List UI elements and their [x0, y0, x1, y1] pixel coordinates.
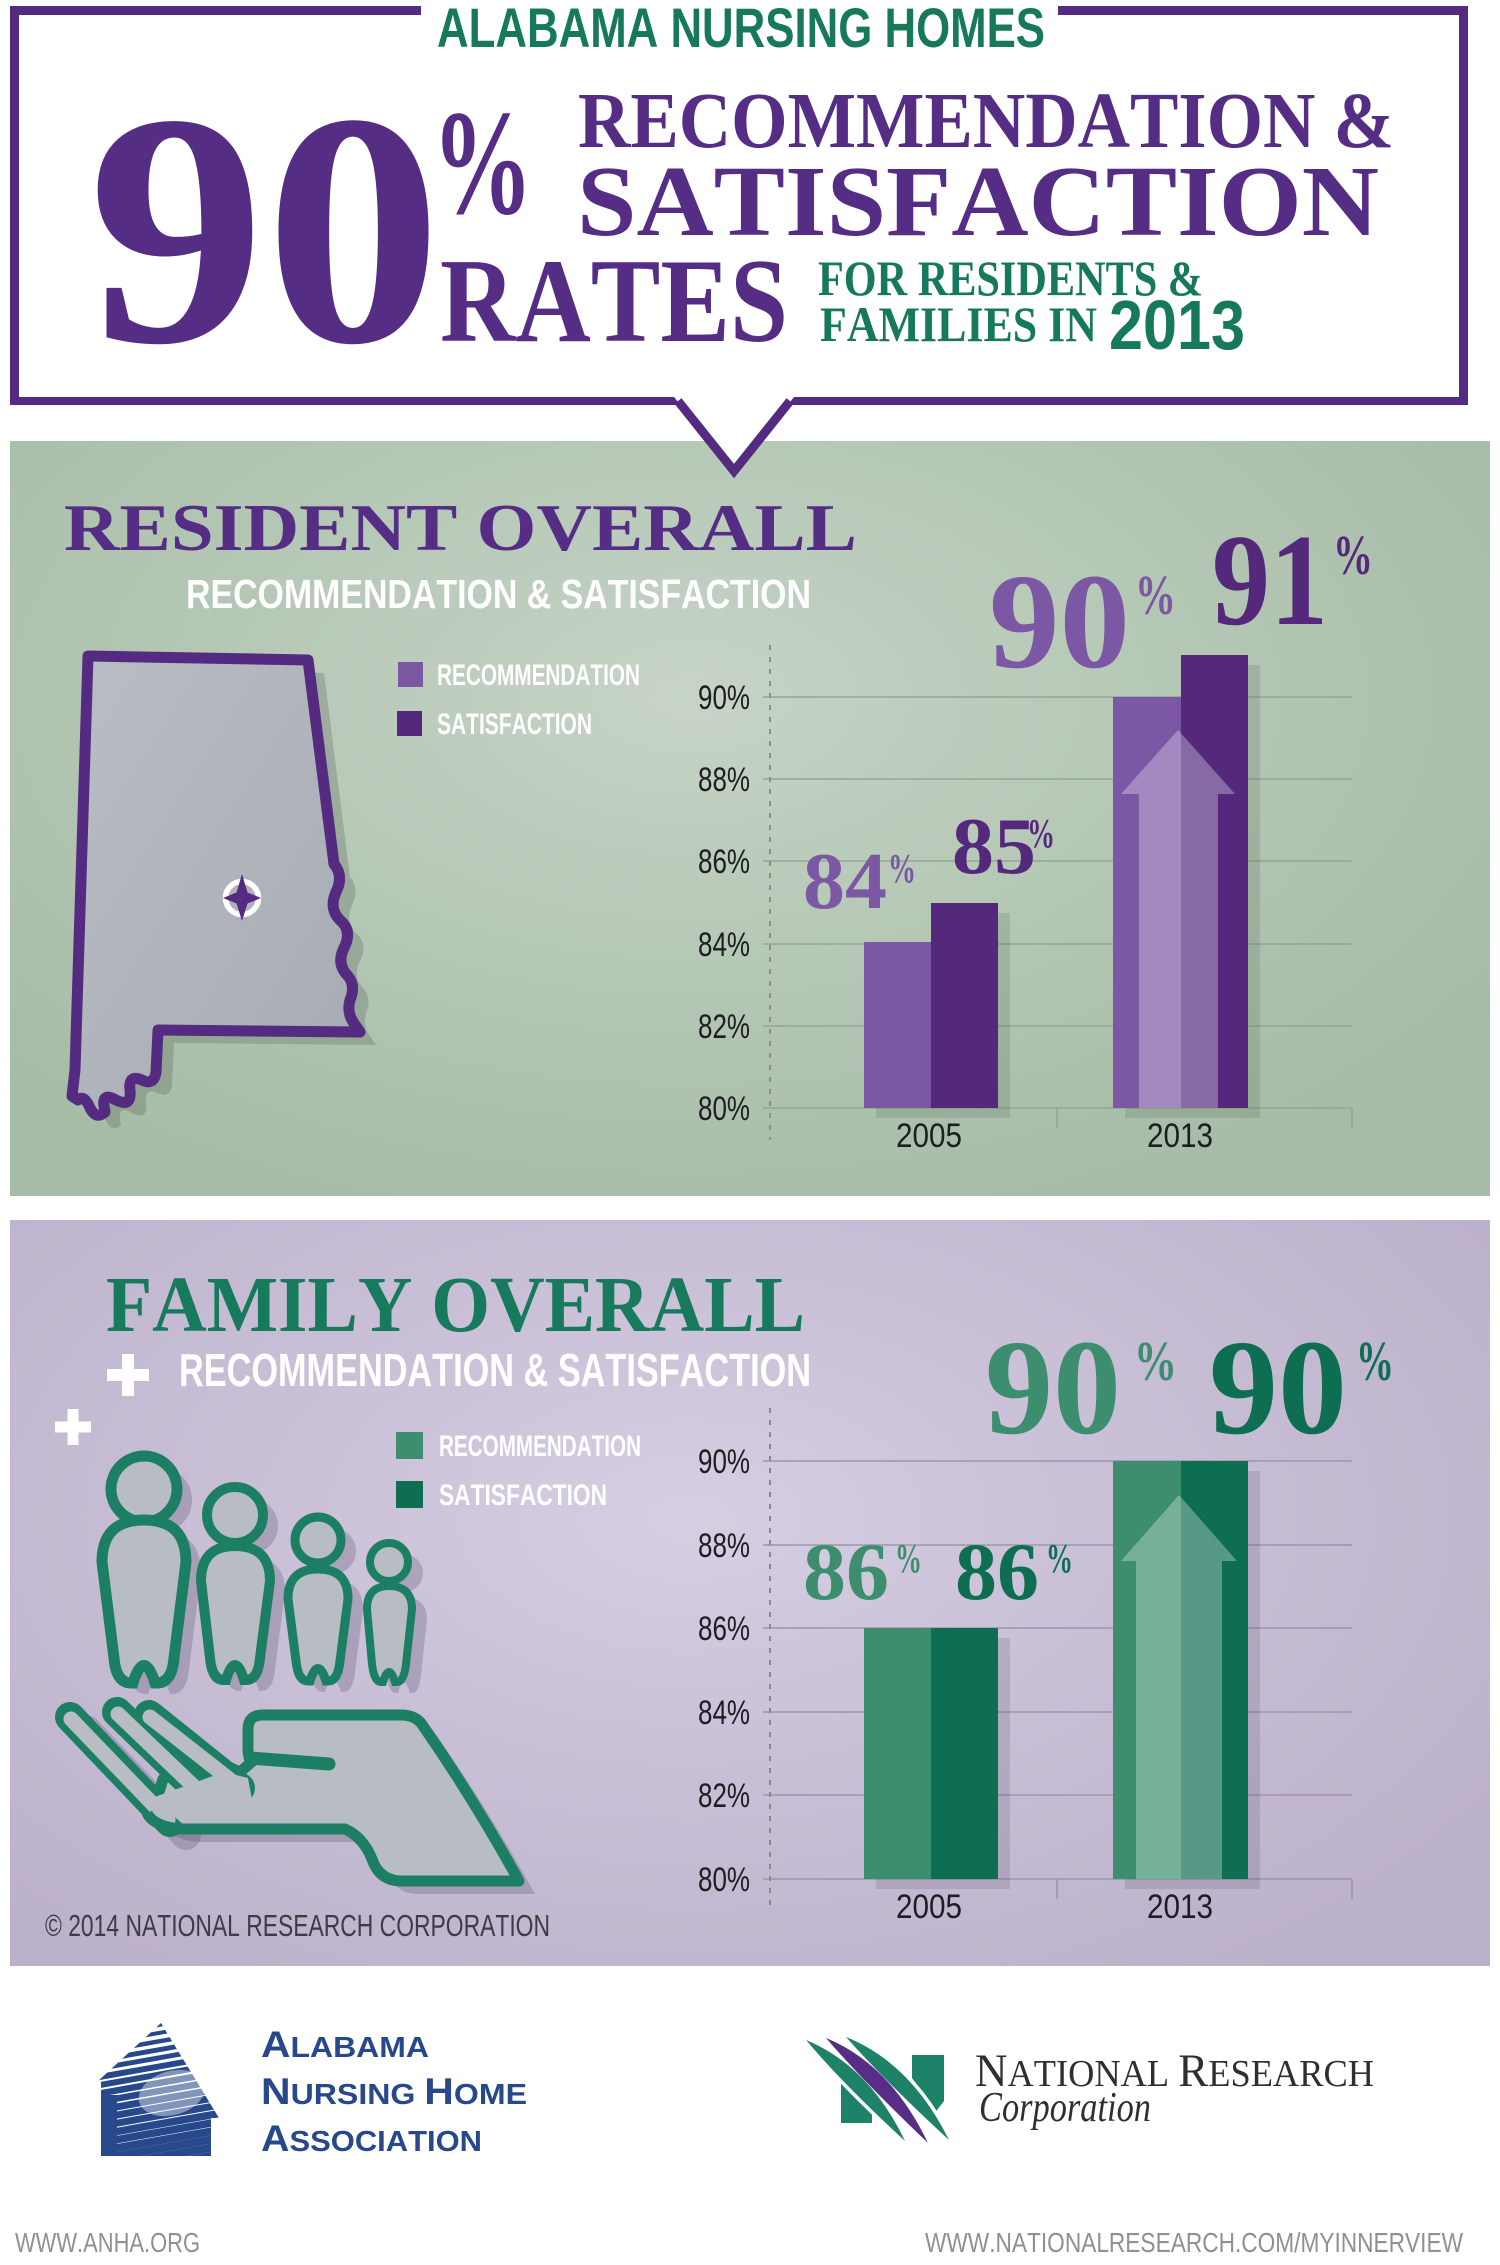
svg-text:ALABAMA: ALABAMA	[261, 2024, 429, 2065]
svg-text:%: %	[1134, 1331, 1177, 1393]
svg-text:Corporation: Corporation	[979, 2085, 1151, 2131]
svg-text:90%: 90%	[698, 1443, 750, 1481]
svg-text:ALABAMA NURSING HOMES: ALABAMA NURSING HOMES	[437, 0, 1045, 59]
svg-text:2005: 2005	[896, 1888, 962, 1926]
svg-text:2013: 2013	[1147, 1888, 1213, 1926]
svg-text:RECOMMENDATION: RECOMMENDATION	[439, 1430, 641, 1463]
svg-text:WWW.ANHA.ORG: WWW.ANHA.ORG	[15, 2227, 200, 2258]
svg-text:%: %	[888, 845, 916, 891]
svg-text:RATES: RATES	[440, 234, 788, 367]
svg-text:RECOMMENDATION & SATISFACTION: RECOMMENDATION & SATISFACTION	[186, 571, 811, 617]
svg-text:FAMILY OVERALL: FAMILY OVERALL	[106, 1262, 805, 1349]
svg-text:2013: 2013	[1109, 286, 1245, 364]
svg-text:86: 86	[955, 1526, 1039, 1617]
svg-text:RECOMMENDATION & SATISFACTION: RECOMMENDATION & SATISFACTION	[179, 1344, 811, 1396]
svg-text:90: 90	[1209, 1313, 1347, 1463]
svg-text:SATISFACTION: SATISFACTION	[577, 145, 1379, 257]
svg-text:NURSING HOME: NURSING HOME	[261, 2071, 527, 2112]
svg-text:90: 90	[989, 547, 1130, 697]
svg-text:90: 90	[88, 45, 442, 413]
svg-text:82%: 82%	[698, 1777, 750, 1815]
svg-text:%: %	[895, 1535, 922, 1581]
svg-text:%: %	[1046, 1535, 1073, 1581]
svg-text:NATIONAL RESEARCH: NATIONAL RESEARCH	[975, 2045, 1374, 2097]
svg-text:88%: 88%	[698, 1527, 750, 1565]
svg-text:82%: 82%	[698, 1008, 750, 1046]
svg-text:RESIDENT OVERALL: RESIDENT OVERALL	[64, 491, 857, 565]
svg-text:2013: 2013	[1147, 1117, 1213, 1155]
svg-text:%: %	[1027, 810, 1055, 856]
svg-text:© 2014 NATIONAL RESEARCH CORPO: © 2014 NATIONAL RESEARCH CORPORATION	[45, 1908, 550, 1943]
svg-text:91: 91	[1212, 508, 1328, 653]
svg-text:80%: 80%	[698, 1861, 750, 1899]
svg-text:80%: 80%	[698, 1090, 750, 1128]
svg-text:85: 85	[952, 801, 1036, 891]
svg-text:%: %	[1333, 525, 1373, 587]
svg-text:SATISFACTION: SATISFACTION	[437, 708, 592, 741]
svg-text:SATISFACTION: SATISFACTION	[439, 1479, 607, 1512]
svg-text:%: %	[1135, 565, 1176, 627]
svg-text:WWW.NATIONALRESEARCH.COM/MYINN: WWW.NATIONALRESEARCH.COM/MYINNERVIEW	[925, 2227, 1463, 2258]
svg-text:84%: 84%	[698, 926, 750, 964]
svg-text:RECOMMENDATION &: RECOMMENDATION &	[578, 78, 1394, 165]
svg-text:RECOMMENDATION: RECOMMENDATION	[437, 659, 640, 692]
svg-text:2005: 2005	[896, 1117, 962, 1155]
svg-text:86%: 86%	[698, 1610, 750, 1648]
svg-text:90%: 90%	[698, 679, 750, 717]
svg-text:FAMILIES IN: FAMILIES IN	[820, 296, 1097, 352]
svg-text:90: 90	[985, 1313, 1121, 1463]
svg-text:%: %	[1356, 1331, 1394, 1393]
svg-text:86: 86	[803, 1526, 889, 1617]
svg-text:%: %	[432, 80, 533, 246]
svg-text:88%: 88%	[698, 761, 750, 799]
svg-text:FOR RESIDENTS &: FOR RESIDENTS &	[818, 250, 1203, 306]
svg-text:84: 84	[803, 836, 887, 926]
svg-text:84%: 84%	[698, 1694, 750, 1732]
svg-text:ASSOCIATION: ASSOCIATION	[261, 2118, 482, 2159]
svg-text:86%: 86%	[698, 843, 750, 881]
